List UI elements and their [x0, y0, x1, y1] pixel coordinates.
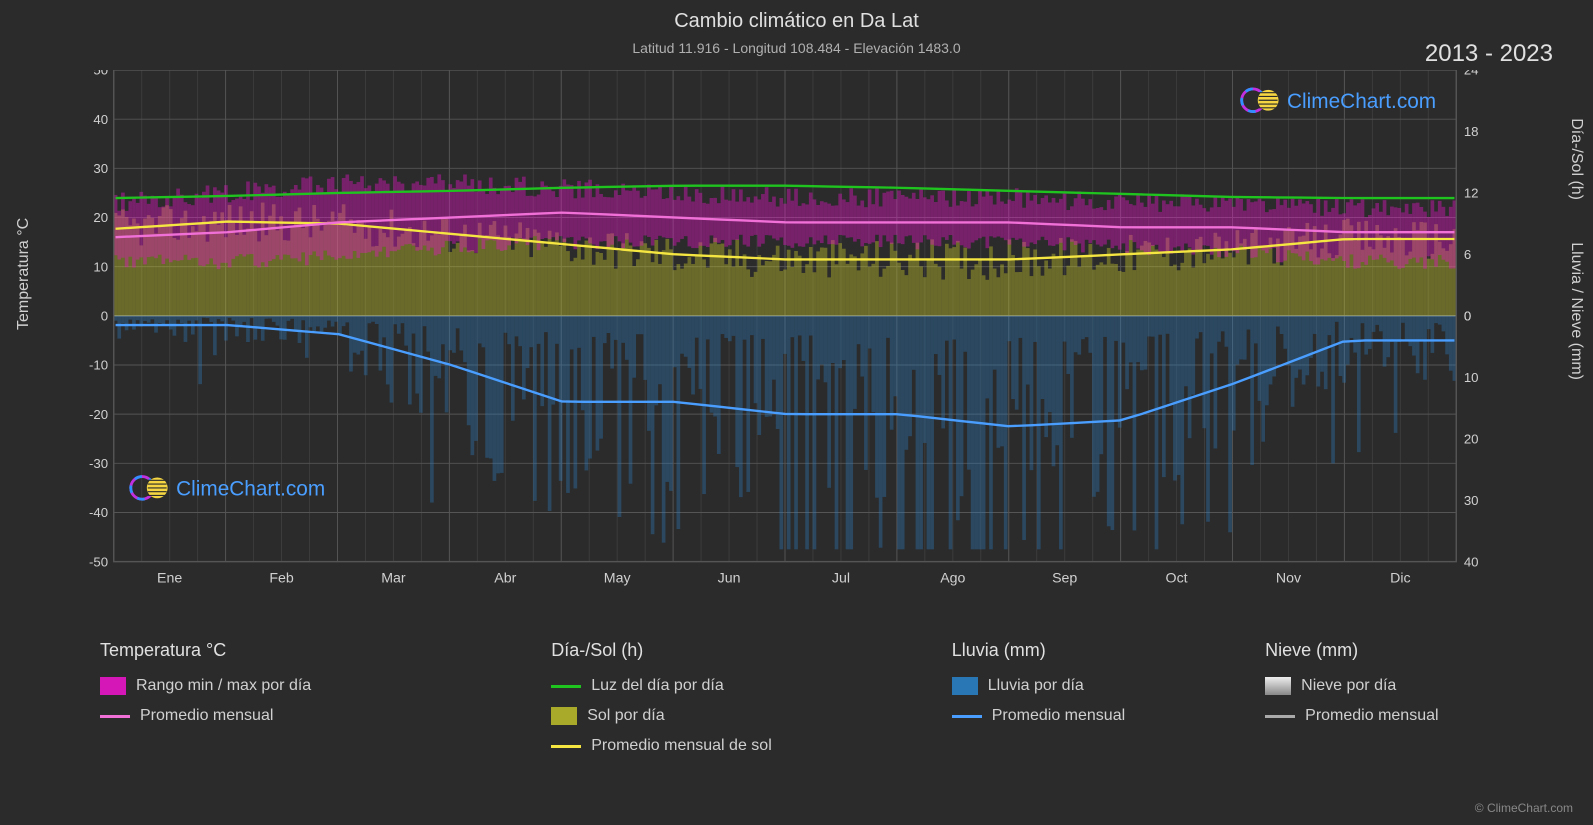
- swatch-temp-avg: [100, 715, 130, 718]
- svg-text:Jul: Jul: [832, 570, 850, 586]
- copyright: © ClimeChart.com: [1475, 801, 1573, 815]
- legend-sunbars: Sol por día: [551, 707, 772, 725]
- legend-sun: Día-/Sol (h) Luz del día por día Sol por…: [551, 640, 772, 755]
- swatch-rainavg: [952, 715, 982, 718]
- legend-sun-title: Día-/Sol (h): [551, 640, 772, 661]
- swatch-daylight: [551, 685, 581, 688]
- svg-text:Dic: Dic: [1390, 570, 1410, 586]
- legend-rainavg: Promedio mensual: [952, 707, 1125, 725]
- legend-daylight-label: Luz del día por día: [591, 677, 724, 695]
- legend-temp-title: Temperatura °C: [100, 640, 311, 661]
- svg-text:May: May: [604, 570, 632, 586]
- year-range: 2013 - 2023: [1425, 40, 1553, 68]
- swatch-sunbars: [551, 707, 577, 725]
- legend-temp: Temperatura °C Rango min / max por día P…: [100, 640, 311, 755]
- svg-text:50: 50: [93, 70, 108, 78]
- svg-text:30: 30: [93, 161, 108, 176]
- swatch-temp-range: [100, 677, 126, 695]
- y-axis-left-label: Temperatura °C: [15, 218, 33, 330]
- svg-text:20: 20: [1464, 431, 1479, 446]
- svg-text:40: 40: [1464, 554, 1479, 569]
- svg-text:ClimeChart.com: ClimeChart.com: [1287, 90, 1436, 113]
- swatch-snowavg: [1265, 715, 1295, 718]
- legend-snow-title: Nieve (mm): [1265, 640, 1438, 661]
- svg-text:30: 30: [1464, 493, 1479, 508]
- svg-text:0: 0: [1464, 309, 1471, 324]
- legend-temp-range-label: Rango min / max por día: [136, 677, 311, 695]
- svg-text:12: 12: [1464, 186, 1479, 201]
- legend-temp-avg-label: Promedio mensual: [140, 707, 273, 725]
- svg-text:Ago: Ago: [940, 570, 965, 586]
- svg-text:-10: -10: [89, 358, 108, 373]
- chart-subtitle: Latitud 11.916 - Longitud 108.484 - Elev…: [0, 40, 1593, 56]
- svg-text:Ene: Ene: [157, 570, 182, 586]
- svg-text:Jun: Jun: [718, 570, 741, 586]
- legend-rainavg-label: Promedio mensual: [992, 707, 1125, 725]
- legend-snow: Nieve (mm) Nieve por día Promedio mensua…: [1265, 640, 1438, 755]
- chart-title: Cambio climático en Da Lat: [0, 10, 1593, 33]
- legend-temp-avg: Promedio mensual: [100, 707, 311, 725]
- legend-rainbars-label: Lluvia por día: [988, 677, 1084, 695]
- svg-text:40: 40: [93, 112, 108, 127]
- svg-text:20: 20: [93, 210, 108, 225]
- svg-text:-40: -40: [89, 505, 108, 520]
- swatch-rainbars: [952, 677, 978, 695]
- plot-svg: -50-40-30-20-100102030405006121824010203…: [75, 70, 1495, 590]
- svg-text:Sep: Sep: [1052, 570, 1077, 586]
- svg-text:24: 24: [1464, 70, 1479, 78]
- svg-text:6: 6: [1464, 247, 1471, 262]
- swatch-snowbars: [1265, 677, 1291, 695]
- legend-sunbars-label: Sol por día: [587, 707, 664, 725]
- y-axis-right-top-label: Día-/Sol (h): [1567, 118, 1585, 200]
- legend-snowbars: Nieve por día: [1265, 677, 1438, 695]
- svg-text:ClimeChart.com: ClimeChart.com: [176, 477, 325, 500]
- legend-snowbars-label: Nieve por día: [1301, 677, 1396, 695]
- y-axis-right-bottom-label: Lluvia / Nieve (mm): [1567, 242, 1585, 380]
- legend-rain: Lluvia (mm) Lluvia por día Promedio mens…: [952, 640, 1125, 755]
- svg-text:Feb: Feb: [269, 570, 294, 586]
- legend-rain-title: Lluvia (mm): [952, 640, 1125, 661]
- swatch-sunavg: [551, 745, 581, 748]
- svg-text:-20: -20: [89, 407, 108, 422]
- svg-text:-50: -50: [89, 554, 108, 569]
- legend-temp-range: Rango min / max por día: [100, 677, 311, 695]
- legend-snowavg-label: Promedio mensual: [1305, 707, 1438, 725]
- svg-text:Oct: Oct: [1166, 570, 1188, 586]
- legend-snowavg: Promedio mensual: [1265, 707, 1438, 725]
- svg-text:10: 10: [1464, 370, 1479, 385]
- svg-text:18: 18: [1464, 124, 1479, 139]
- plot-area: -50-40-30-20-100102030405006121824010203…: [75, 70, 1495, 590]
- legend-sunavg: Promedio mensual de sol: [551, 737, 772, 755]
- svg-text:Mar: Mar: [381, 570, 406, 586]
- chart-container: Cambio climático en Da Lat Latitud 11.91…: [0, 0, 1593, 825]
- svg-text:-30: -30: [89, 456, 108, 471]
- svg-text:Nov: Nov: [1276, 570, 1302, 586]
- legend-area: Temperatura °C Rango min / max por día P…: [100, 640, 1500, 755]
- svg-text:0: 0: [101, 309, 108, 324]
- legend-daylight: Luz del día por día: [551, 677, 772, 695]
- legend-sunavg-label: Promedio mensual de sol: [591, 737, 772, 755]
- svg-text:Abr: Abr: [494, 570, 516, 586]
- svg-text:10: 10: [93, 259, 108, 274]
- legend-rainbars: Lluvia por día: [952, 677, 1125, 695]
